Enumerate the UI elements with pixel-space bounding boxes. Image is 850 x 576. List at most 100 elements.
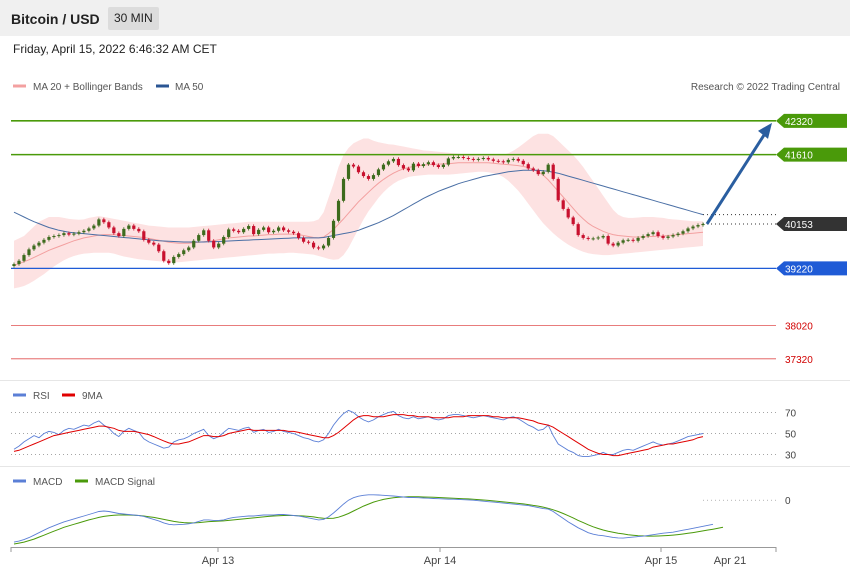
candle-body <box>606 236 610 244</box>
bollinger-band-area <box>14 133 703 289</box>
candle-body <box>147 239 151 243</box>
instrument-title: Bitcoin / USD <box>11 11 100 27</box>
candle-body <box>671 235 675 237</box>
candles <box>12 122 772 268</box>
candle-body <box>262 227 266 230</box>
candle-body <box>112 227 116 234</box>
candle-body <box>466 157 470 159</box>
candle-body <box>127 225 131 229</box>
candle-body <box>511 158 515 160</box>
datetime-stamp: Friday, April 15, 2022 6:46:32 AM CET <box>13 42 217 56</box>
candle-body <box>591 238 595 240</box>
candle-body <box>486 157 490 160</box>
candle-body <box>316 247 321 249</box>
rsi-legend-label: RSI <box>33 391 50 402</box>
candle-body <box>57 235 61 237</box>
rsi-tick-label: 30 <box>785 451 797 462</box>
candle-body <box>616 242 620 246</box>
candle-body <box>461 157 465 159</box>
projection-arrow <box>705 128 770 225</box>
candle-body <box>172 256 176 264</box>
candle-body <box>556 178 560 201</box>
candle-body <box>326 237 331 246</box>
candle-body <box>586 237 590 239</box>
candle-body <box>441 164 445 168</box>
candle-body <box>97 219 101 226</box>
ma50-legend-label: MA 50 <box>175 82 204 93</box>
candle-body <box>541 171 545 175</box>
candle-body <box>686 228 690 232</box>
candle-body <box>346 164 351 179</box>
candle-body <box>391 158 396 162</box>
candle-body <box>301 237 306 242</box>
rsi-legend-swatch <box>13 393 26 397</box>
candle-body <box>496 160 500 162</box>
candle-body <box>551 164 555 179</box>
candle-body <box>267 227 271 233</box>
candle-body <box>22 255 26 261</box>
current-price-tag <box>776 216 847 231</box>
candle-body <box>351 164 356 167</box>
candle-body <box>296 233 301 238</box>
candle-body <box>107 222 111 228</box>
price-levels: 42320 41610 39220 38020 37320 40153 <box>11 113 847 366</box>
candle-body <box>621 240 625 243</box>
time-axis-label: Apr 14 <box>424 555 456 567</box>
candle-body <box>676 233 680 236</box>
candle-body <box>431 162 435 166</box>
candle-body <box>481 157 485 159</box>
timeframe-selector[interactable]: 30 MIN <box>108 7 159 30</box>
time-axis: Apr 13 Apr 14 Apr 15 Apr 21 <box>0 380 850 567</box>
candle-body <box>102 219 106 223</box>
candle-body <box>62 233 66 236</box>
candle-body <box>291 231 296 234</box>
candle-body <box>666 236 670 238</box>
level-tag <box>776 261 847 276</box>
candle-body <box>651 232 655 235</box>
candle-body <box>152 242 156 245</box>
candle-body <box>227 229 231 237</box>
candle-body <box>456 157 460 159</box>
candle-body <box>526 164 530 169</box>
candle-body <box>701 223 705 226</box>
candle-body <box>132 225 136 229</box>
candle-body <box>636 237 640 241</box>
candle-body <box>471 158 475 160</box>
candle-body <box>167 260 171 264</box>
candle-body <box>92 225 96 229</box>
macd-legend-swatch <box>13 479 26 483</box>
candle-body <box>52 236 56 238</box>
candle-body <box>436 165 440 168</box>
candle-body <box>142 231 146 240</box>
rsi-ma-legend-label: 9MA <box>82 391 103 402</box>
candle-body <box>177 254 181 257</box>
candle-body <box>32 245 36 250</box>
candle-body <box>561 200 565 209</box>
candle-body <box>546 164 550 172</box>
rsi-tick-label: 50 <box>785 430 797 441</box>
candle-body <box>406 168 411 171</box>
level-tag <box>776 147 847 162</box>
candle-body <box>426 162 430 165</box>
candle-body <box>681 231 685 234</box>
candle-body <box>336 200 341 221</box>
candle-body <box>396 158 401 166</box>
time-axis-label: Apr 13 <box>202 555 234 567</box>
candle-body <box>501 161 505 163</box>
candle-body <box>137 228 141 232</box>
candle-body <box>331 220 336 238</box>
candle-body <box>521 160 525 165</box>
candle-body <box>242 228 246 233</box>
candle-body <box>47 236 51 240</box>
candle-body <box>87 228 91 231</box>
level-label: 41610 <box>785 151 813 162</box>
candle-body <box>197 235 201 241</box>
candle-body <box>272 230 276 233</box>
candle-body <box>476 158 480 160</box>
level-label: 37320 <box>785 355 813 366</box>
research-credit: Research © 2022 Trading Central <box>691 82 840 93</box>
moving-averages <box>13 162 704 266</box>
macd-signal-legend-label: MACD Signal <box>95 477 155 488</box>
candle-body <box>411 163 416 171</box>
